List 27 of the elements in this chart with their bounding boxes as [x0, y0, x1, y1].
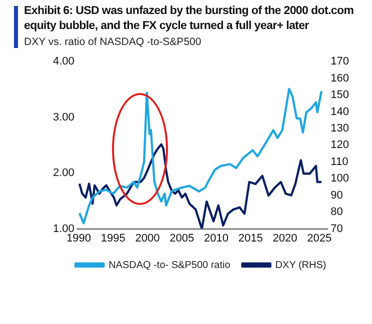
chart-title: Exhibit 6: USD was unfazed by the bursting of the 2000 dot.com equity bubble, and the FX cycle turned a full year+ later — [24, 4, 355, 34]
y2-tick-label: 160 — [330, 72, 350, 84]
y2-tick-label: 130 — [330, 122, 350, 135]
y-tick-label: 1.00 — [52, 222, 74, 235]
y2-tick-label: 110 — [330, 156, 348, 168]
x-tick-label: 2000 — [135, 232, 160, 244]
x-tick-label: 2025 — [307, 232, 332, 244]
y-tick-label: 3.00 — [52, 111, 74, 124]
y2-tick-label: 100 — [330, 172, 350, 185]
legend-label: DXY (RHS) — [275, 260, 326, 271]
y2-tick-label: 80 — [330, 206, 343, 218]
x-tick-label: 2005 — [170, 232, 194, 244]
x-tick-label: 2020 — [272, 232, 298, 244]
y2-tick-label: 140 — [330, 106, 350, 118]
chart-subtitle: DXY vs. ratio of NASDAQ -to-S&P500 — [24, 36, 202, 48]
y2-tick-label: 150 — [330, 89, 350, 102]
y2-tick-label: 70 — [330, 222, 343, 235]
legend-label: NASDAQ -to- S&P500 ratio — [108, 260, 231, 271]
x-tick-label: 1995 — [100, 232, 126, 244]
y2-tick-label: 170 — [330, 56, 350, 68]
y-tick-label: 4.00 — [52, 56, 74, 68]
y-tick-label: 2.00 — [52, 167, 74, 180]
x-tick-label: 2015 — [238, 232, 263, 244]
x-tick-label: 1990 — [66, 232, 92, 244]
x-tick-label: 2010 — [204, 232, 229, 244]
y2-tick-label: 120 — [330, 139, 350, 152]
y2-tick-label: 90 — [330, 189, 343, 202]
